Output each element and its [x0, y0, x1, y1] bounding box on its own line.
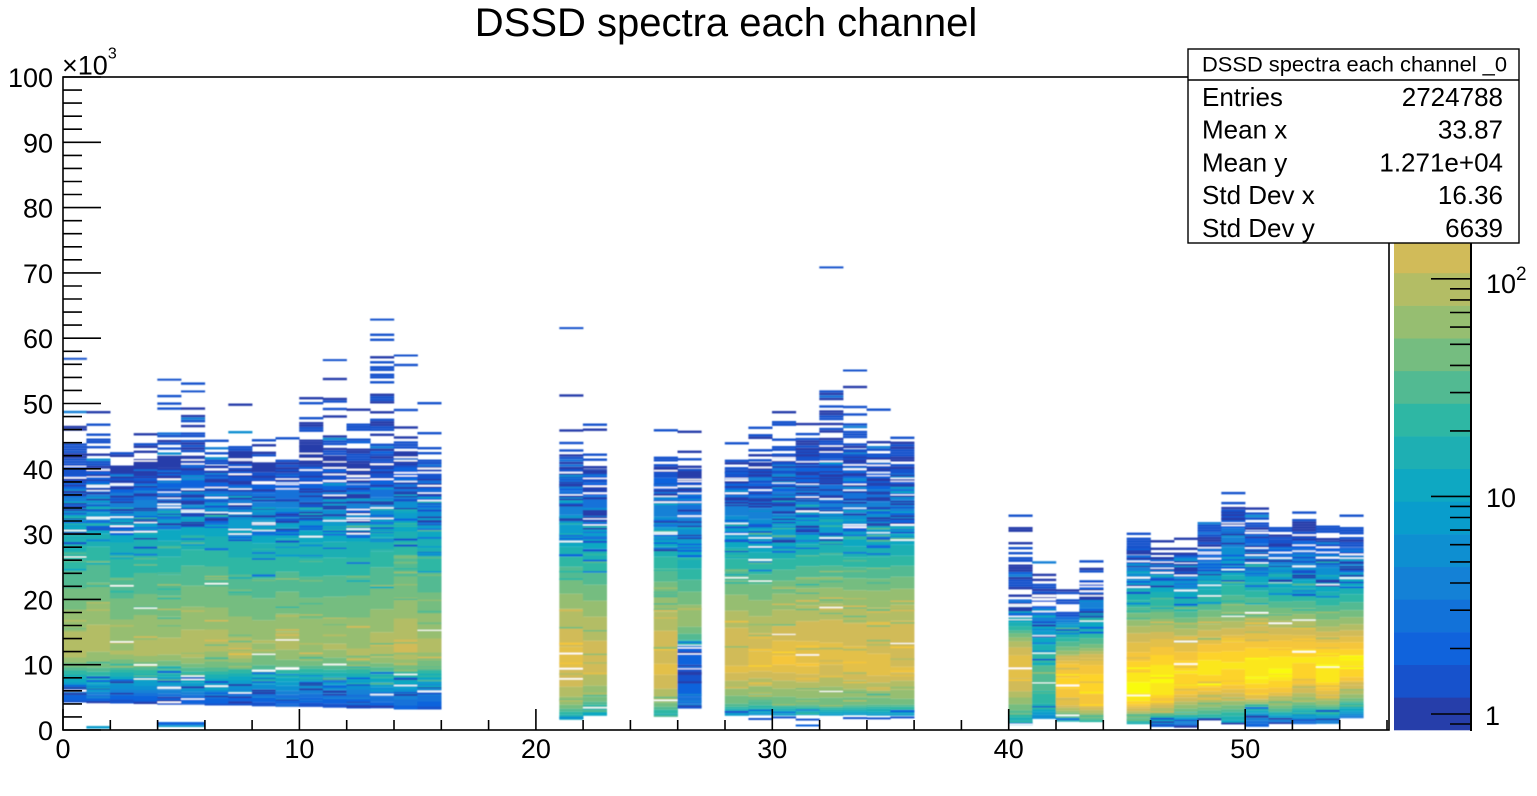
svg-text:2724788: 2724788 [1402, 82, 1503, 112]
svg-text:33.87: 33.87 [1438, 115, 1503, 145]
svg-text:30: 30 [757, 734, 787, 764]
svg-text:Entries: Entries [1202, 82, 1283, 112]
svg-text:10: 10 [23, 651, 53, 681]
svg-text:1: 1 [1485, 701, 1500, 731]
svg-text:10: 10 [1486, 483, 1516, 513]
svg-text:50: 50 [1230, 734, 1260, 764]
svg-text:100: 100 [8, 63, 53, 93]
svg-text:10: 10 [284, 734, 314, 764]
svg-text:20: 20 [23, 585, 53, 615]
svg-text:16.36: 16.36 [1438, 180, 1503, 210]
svg-text:Std Dev x: Std Dev x [1202, 180, 1315, 210]
svg-text:×103: ×103 [62, 46, 117, 81]
svg-text:80: 80 [23, 194, 53, 224]
svg-text:0: 0 [38, 716, 53, 746]
svg-text:Mean x: Mean x [1202, 115, 1287, 145]
svg-text:90: 90 [23, 128, 53, 158]
svg-text:Std Dev y: Std Dev y [1202, 213, 1315, 243]
svg-text:DSSD spectra each channel: DSSD spectra each channel [475, 1, 978, 45]
svg-text:40: 40 [23, 455, 53, 485]
svg-text:6639: 6639 [1445, 213, 1503, 243]
svg-text:60: 60 [23, 324, 53, 354]
svg-text:40: 40 [994, 734, 1024, 764]
svg-text:70: 70 [23, 259, 53, 289]
svg-text:20: 20 [521, 734, 551, 764]
svg-text:50: 50 [23, 390, 53, 420]
svg-text:DSSD spectra each channel _0: DSSD spectra each channel _0 [1202, 54, 1507, 77]
svg-text:Mean y: Mean y [1202, 147, 1287, 177]
svg-text:1.271e+04: 1.271e+04 [1379, 147, 1503, 177]
svg-text:0: 0 [55, 734, 70, 764]
svg-text:30: 30 [23, 520, 53, 550]
